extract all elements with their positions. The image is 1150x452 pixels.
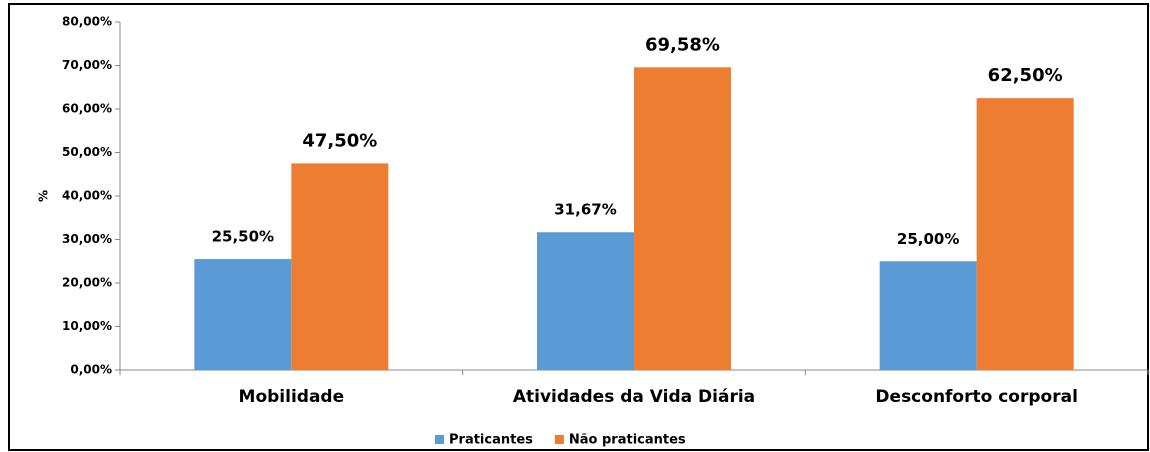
- data-label: 25,50%: [212, 228, 274, 246]
- y-tick-label: 40,00%: [62, 189, 112, 203]
- legend-swatch: [554, 435, 564, 444]
- x-tick-label: Mobilidade: [239, 387, 345, 407]
- y-tick-label: 30,00%: [62, 232, 112, 246]
- bar: [194, 259, 292, 370]
- y-tick-label: 60,00%: [62, 102, 112, 116]
- data-label: 31,67%: [554, 201, 616, 219]
- data-label: 69,58%: [645, 34, 720, 55]
- legend-swatch: [435, 435, 444, 444]
- data-label: 62,50%: [988, 65, 1063, 86]
- bar: [879, 261, 977, 370]
- bar: [634, 67, 731, 371]
- bar: [291, 163, 389, 370]
- data-label: 25,00%: [897, 230, 959, 248]
- legend-label: Praticantes: [449, 433, 533, 448]
- legend-label: Não praticantes: [569, 433, 686, 448]
- y-axis-label: %: [37, 190, 51, 202]
- y-tick-label: 50,00%: [62, 145, 112, 159]
- x-tick-label: Desconforto corporal: [875, 387, 1077, 407]
- y-tick-label: 0,00%: [70, 363, 112, 377]
- frame: [8, 3, 1149, 451]
- data-label: 47,50%: [302, 130, 377, 151]
- y-tick-label: 10,00%: [62, 319, 112, 333]
- y-tick-label: 70,00%: [62, 58, 112, 72]
- y-tick-label: 20,00%: [62, 276, 112, 290]
- bar: [537, 232, 634, 370]
- y-tick-label: 80,00%: [62, 15, 112, 29]
- bar: [976, 98, 1074, 370]
- x-tick-label: Atividades da Vida Diária: [513, 387, 755, 407]
